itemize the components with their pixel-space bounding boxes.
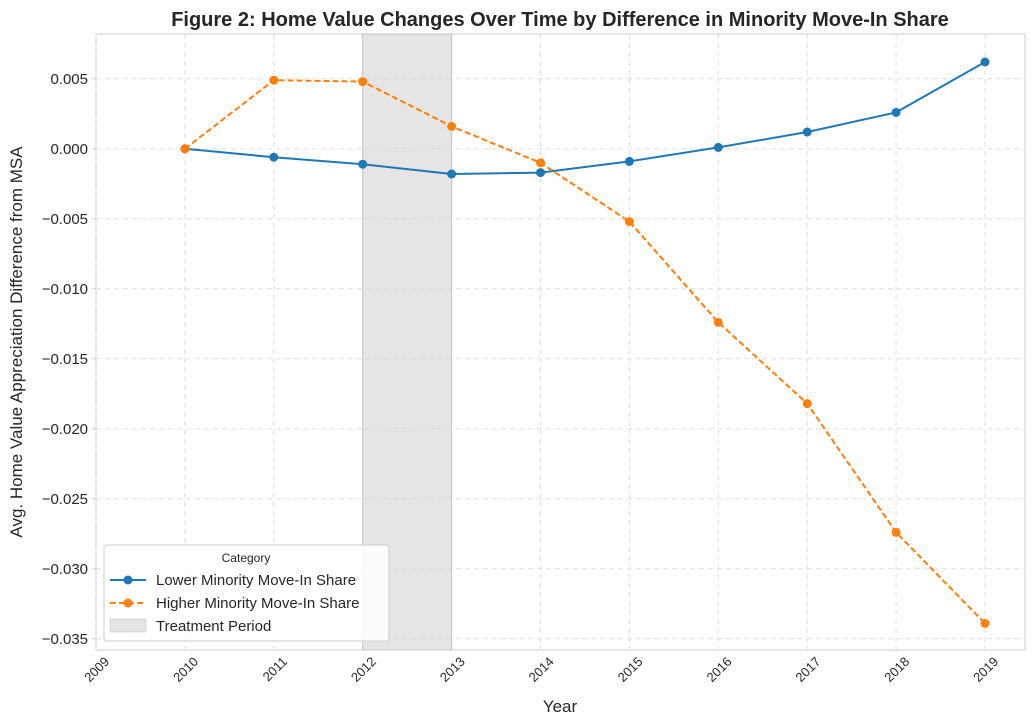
y-tick-label-8: −0.035 bbox=[42, 631, 88, 648]
legend-label-higher: Higher Minority Move-In Share bbox=[156, 595, 359, 612]
data-point-s0-2013 bbox=[447, 169, 457, 179]
data-point-s1-2015 bbox=[624, 217, 634, 227]
data-point-s1-2019 bbox=[980, 618, 990, 628]
y-tick-label-5: −0.020 bbox=[42, 421, 88, 438]
y-tick-label-0: 0.005 bbox=[50, 71, 88, 88]
legend-marker-higher bbox=[123, 598, 133, 608]
x-tick-label-2016: 2016 bbox=[704, 654, 735, 685]
y-tick-label-4: −0.015 bbox=[42, 351, 88, 368]
y-axis-label: Avg. Home Value Appreciation Difference … bbox=[7, 146, 26, 538]
data-point-s1-2013 bbox=[447, 121, 457, 131]
y-tick-label-2: −0.005 bbox=[42, 211, 88, 228]
legend-marker-lower bbox=[123, 575, 133, 585]
series-group bbox=[180, 57, 990, 628]
chart-title: Figure 2: Home Value Changes Over Time b… bbox=[171, 9, 949, 31]
data-point-s1-2016 bbox=[713, 317, 723, 327]
legend-title: Category bbox=[222, 551, 271, 565]
x-tick-label-2015: 2015 bbox=[615, 654, 646, 685]
data-point-s1-2010 bbox=[180, 144, 190, 154]
legend-swatch-treatment bbox=[109, 618, 147, 633]
legend-label-treatment: Treatment Period bbox=[156, 618, 271, 635]
y-tick-label-7: −0.030 bbox=[42, 561, 88, 578]
x-tick-label-2013: 2013 bbox=[437, 654, 468, 685]
series-line-0 bbox=[184, 61, 986, 175]
data-point-s0-2011 bbox=[269, 152, 279, 162]
data-point-s1-2012 bbox=[358, 77, 368, 87]
data-point-s0-2019 bbox=[980, 57, 990, 67]
data-point-s1-2011 bbox=[269, 75, 279, 85]
legend-box bbox=[103, 544, 390, 642]
y-tick-label-3: −0.010 bbox=[42, 281, 88, 298]
treatment-period-shade bbox=[362, 33, 453, 651]
gridlines bbox=[95, 34, 1025, 650]
y-tick-label-6: −0.025 bbox=[42, 491, 88, 508]
shaded-region-group bbox=[362, 33, 453, 651]
data-point-s1-2018 bbox=[891, 527, 901, 537]
data-point-s1-2017 bbox=[802, 399, 812, 409]
x-tick-labels: 2009 2010 2011 2012 2013 2014 2015 2016 2017 2018… bbox=[81, 654, 1001, 685]
x-axis-label: Year bbox=[543, 697, 578, 716]
data-point-s0-2014 bbox=[535, 168, 545, 178]
x-tick-label-2010: 2010 bbox=[170, 654, 201, 685]
data-point-s0-2017 bbox=[802, 127, 812, 137]
x-tick-label-2018: 2018 bbox=[881, 654, 912, 685]
data-point-s1-2014 bbox=[535, 158, 545, 168]
data-point-s0-2015 bbox=[624, 156, 634, 166]
legend-label-lower: Lower Minority Move-In Share bbox=[156, 572, 356, 589]
x-tick-label-2009: 2009 bbox=[81, 654, 112, 685]
data-point-s0-2016 bbox=[713, 142, 723, 152]
y-tick-label-1: 0.000 bbox=[50, 141, 88, 158]
x-tick-label-2012: 2012 bbox=[348, 654, 379, 685]
x-tick-label-2014: 2014 bbox=[526, 654, 557, 685]
data-point-s0-2018 bbox=[891, 107, 901, 117]
data-point-s0-2012 bbox=[358, 159, 368, 169]
x-tick-label-2011: 2011 bbox=[260, 654, 290, 684]
y-tick-labels: 0.005 0.000 −0.005 −0.010 −0.015 −0.020 −0.025… bbox=[42, 71, 96, 648]
series-line-1 bbox=[184, 79, 986, 625]
legend: Category Lower Minority Move-In Share Hi… bbox=[103, 544, 390, 642]
x-tick-label-2017: 2017 bbox=[792, 654, 823, 685]
x-tick-label-2019: 2019 bbox=[970, 654, 1001, 685]
